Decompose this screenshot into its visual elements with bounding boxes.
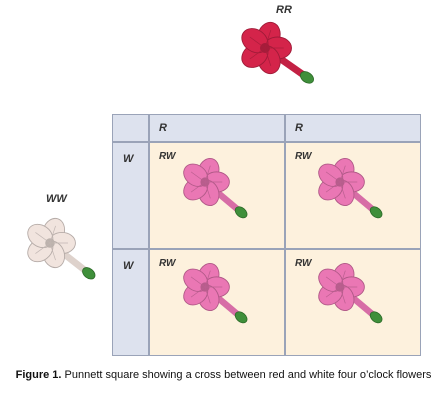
flower-calyx: [82, 267, 96, 280]
flower-vein: [325, 171, 341, 183]
flower-vein: [190, 171, 206, 183]
offspring-flower-1-1: [183, 157, 248, 219]
punnett-square: R R W W RW RW RW RW: [112, 114, 421, 356]
column-allele-2: R: [295, 122, 303, 134]
flower-vein: [190, 276, 206, 288]
flower-vein: [204, 165, 211, 183]
flower-calyx: [369, 311, 383, 324]
flower-calyx: [299, 71, 314, 84]
parent-white-flower: [27, 217, 96, 280]
offspring-flower-1-2: [318, 157, 383, 219]
flower-vein: [35, 242, 51, 254]
flower-vein: [325, 276, 341, 288]
offspring-flower-2-1: [183, 262, 248, 324]
offspring-genotype: RW: [159, 258, 176, 269]
flower-vein: [35, 232, 51, 244]
offspring-genotype: RW: [159, 151, 176, 162]
flower-vein: [204, 286, 211, 304]
flower-vein: [204, 270, 211, 288]
flower-calyx: [234, 206, 248, 219]
flower-calyx: [369, 206, 383, 219]
caption-text: Punnett square showing a cross between r…: [64, 369, 432, 381]
flower-vein: [339, 270, 346, 288]
parent-left-genotype: WW: [46, 193, 67, 205]
flower-calyx: [234, 311, 248, 324]
flower-vein: [325, 286, 341, 298]
flower-vein: [339, 165, 346, 183]
row-allele-2: W: [123, 260, 134, 272]
parent-red-flower: [241, 21, 314, 84]
offspring-cell-1-1: RW: [149, 142, 285, 249]
caption-label: Figure 1.: [15, 369, 62, 381]
flower-vein: [264, 47, 272, 66]
flower-vein: [190, 286, 206, 298]
column-allele-1: R: [159, 122, 167, 134]
flower-vein: [249, 36, 266, 49]
row-header-1: W: [112, 142, 149, 249]
flower-vein: [204, 181, 211, 199]
offspring-genotype: RW: [295, 258, 312, 269]
offspring-genotype: RW: [295, 151, 312, 162]
flower-vein: [339, 286, 346, 304]
offspring-flower-2-2: [318, 262, 383, 324]
flower-vein: [49, 242, 56, 261]
flower-vein: [190, 181, 206, 193]
flower-vein: [339, 181, 346, 199]
flower-vein: [264, 30, 272, 49]
row-header-2: W: [112, 249, 149, 356]
flower-vein: [325, 181, 341, 193]
column-header-1: R: [149, 114, 285, 142]
parent-top-genotype: RR: [276, 4, 292, 16]
flower-vein: [249, 47, 266, 60]
row-allele-1: W: [123, 153, 134, 165]
figure-caption: Figure 1. Punnett square showing a cross…: [0, 368, 447, 383]
corner-cell: [112, 114, 149, 142]
flower-vein: [49, 225, 56, 244]
column-header-2: R: [285, 114, 421, 142]
